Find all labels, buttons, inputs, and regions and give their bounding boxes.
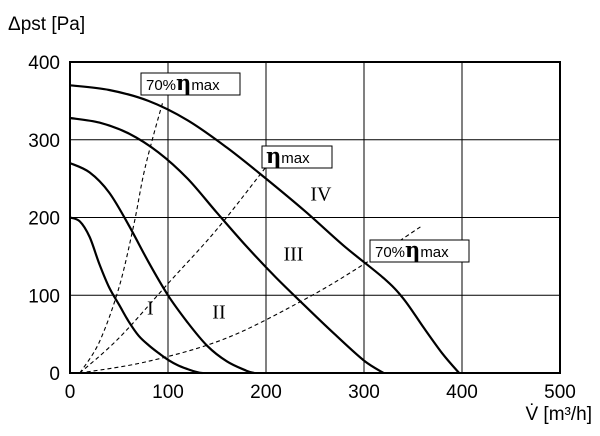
annotation-suffix: max: [191, 77, 220, 94]
eta-symbol: η: [176, 70, 191, 95]
y-tick-label: 0: [49, 364, 60, 385]
fan-curve-IV: [69, 84, 460, 374]
annotation-percent: 70%: [146, 77, 176, 94]
x-tick-label: 400: [446, 382, 478, 403]
plot-frame: [69, 61, 561, 374]
y-tick-label: 400: [28, 53, 60, 74]
x-tick-labels: 0 100 200 300 400 500: [65, 382, 576, 403]
annotation-percent: 70%: [375, 244, 405, 261]
grid: [69, 61, 561, 374]
svg-text:70%ηmax: 70%ηmax: [375, 237, 449, 262]
annotation-suffix: max: [420, 244, 449, 261]
annotation-70-eta-max-right: 70%ηmax: [369, 237, 470, 263]
svg-text:70%ηmax: 70%ηmax: [146, 70, 220, 95]
y-tick-label: 300: [28, 131, 60, 152]
efficiency-line-4: [79, 100, 164, 374]
curve-label-IV: IV: [310, 183, 332, 205]
fan-curve-I: [69, 216, 203, 375]
curve-label-II: II: [212, 302, 225, 324]
x-axis-title: V̇ [m³/h]: [525, 404, 592, 425]
curve-label-III: III: [283, 243, 303, 265]
x-tick-label: 100: [152, 382, 184, 403]
annotation-eta-max: ηmax: [261, 143, 333, 169]
efficiency-lines: [79, 100, 424, 374]
fan-curve-III: [69, 116, 385, 374]
y-axis-title: Δpst [Pa]: [8, 14, 85, 35]
annotation-suffix: max: [281, 150, 310, 167]
annotation-70-eta-max-top: 70%ηmax: [140, 70, 241, 96]
y-tick-label: 200: [28, 209, 60, 230]
eta-symbol: η: [266, 143, 281, 168]
x-tick-label: 200: [250, 382, 282, 403]
efficiency-line-5: [79, 166, 267, 374]
eta-symbol: η: [405, 237, 420, 262]
efficiency-line-6: [79, 224, 424, 374]
x-tick-label: 500: [544, 382, 576, 403]
svg-text:ηmax: ηmax: [266, 143, 310, 168]
curve-label-I: I: [147, 298, 154, 320]
x-tick-label: 300: [348, 382, 380, 403]
y-tick-label: 100: [28, 286, 60, 307]
fan-curve-II: [69, 162, 255, 375]
fan-curves: [69, 84, 460, 375]
x-tick-label: 0: [65, 382, 76, 403]
y-tick-labels: 0 100 200 300 400: [28, 53, 60, 385]
